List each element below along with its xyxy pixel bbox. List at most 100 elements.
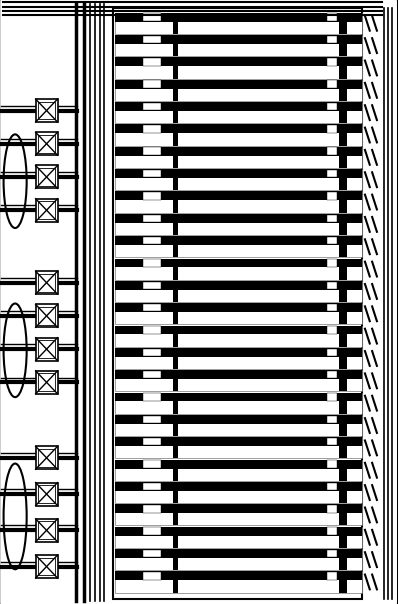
Bar: [38, 557, 55, 576]
Bar: [327, 170, 338, 178]
Bar: [339, 348, 347, 369]
Bar: [173, 124, 178, 146]
Bar: [327, 80, 338, 88]
Bar: [339, 527, 347, 548]
Bar: [38, 168, 55, 186]
Bar: [38, 101, 55, 120]
Bar: [308, 393, 326, 402]
Bar: [143, 125, 161, 133]
Bar: [173, 13, 178, 34]
Bar: [327, 147, 338, 155]
Bar: [173, 482, 178, 503]
Bar: [115, 13, 362, 34]
Bar: [173, 259, 178, 280]
Bar: [308, 571, 326, 580]
Bar: [38, 135, 55, 153]
Bar: [115, 482, 362, 491]
Bar: [173, 236, 178, 257]
Bar: [143, 416, 161, 423]
Bar: [143, 192, 161, 200]
Bar: [308, 13, 326, 22]
Bar: [327, 36, 338, 43]
Bar: [173, 460, 178, 481]
Bar: [115, 281, 362, 290]
Bar: [143, 259, 161, 267]
Bar: [339, 549, 347, 570]
Bar: [115, 191, 362, 201]
Bar: [143, 572, 161, 580]
Bar: [308, 214, 326, 223]
Bar: [308, 80, 326, 89]
Bar: [173, 102, 178, 123]
Bar: [143, 214, 161, 222]
Bar: [339, 437, 347, 458]
Bar: [339, 326, 347, 347]
Bar: [308, 57, 326, 66]
Bar: [173, 35, 178, 56]
Bar: [327, 550, 338, 557]
Bar: [115, 348, 362, 357]
Bar: [115, 147, 362, 156]
Bar: [115, 504, 362, 513]
Bar: [308, 147, 326, 156]
Bar: [115, 303, 362, 312]
Bar: [36, 519, 58, 542]
Bar: [327, 304, 338, 312]
Bar: [308, 504, 326, 513]
Bar: [36, 338, 58, 361]
Bar: [115, 214, 362, 223]
Bar: [143, 36, 161, 43]
Bar: [38, 340, 55, 358]
Bar: [308, 370, 326, 379]
Bar: [173, 549, 178, 570]
Bar: [115, 303, 362, 324]
Bar: [36, 165, 58, 188]
Bar: [115, 281, 362, 302]
Ellipse shape: [4, 303, 27, 397]
Bar: [339, 482, 347, 503]
Ellipse shape: [4, 135, 27, 228]
Bar: [115, 124, 362, 133]
Bar: [173, 80, 178, 101]
Bar: [36, 555, 58, 578]
Bar: [115, 393, 362, 402]
Bar: [339, 124, 347, 146]
Bar: [115, 147, 362, 168]
Bar: [308, 527, 326, 536]
Bar: [173, 504, 178, 525]
Bar: [115, 236, 362, 257]
Bar: [308, 326, 326, 335]
Bar: [308, 35, 326, 44]
Bar: [143, 438, 161, 446]
Bar: [38, 274, 55, 292]
Bar: [143, 371, 161, 379]
Bar: [173, 303, 178, 324]
Bar: [173, 571, 178, 593]
Bar: [115, 571, 362, 580]
Bar: [308, 281, 326, 290]
Bar: [308, 124, 326, 133]
Bar: [308, 236, 326, 245]
Bar: [327, 58, 338, 66]
Bar: [38, 373, 55, 391]
Bar: [115, 35, 362, 44]
Bar: [339, 281, 347, 302]
Bar: [143, 527, 161, 535]
Bar: [115, 57, 362, 79]
Bar: [115, 482, 362, 503]
Bar: [113, 8, 362, 599]
Bar: [308, 259, 326, 268]
Bar: [308, 169, 326, 178]
Bar: [115, 549, 362, 570]
Bar: [327, 281, 338, 289]
Bar: [115, 527, 362, 548]
Bar: [38, 201, 55, 219]
Bar: [36, 446, 58, 469]
Bar: [308, 102, 326, 111]
Bar: [308, 460, 326, 469]
Bar: [339, 259, 347, 280]
Bar: [143, 281, 161, 289]
Bar: [308, 191, 326, 201]
Bar: [327, 460, 338, 468]
Bar: [308, 437, 326, 446]
